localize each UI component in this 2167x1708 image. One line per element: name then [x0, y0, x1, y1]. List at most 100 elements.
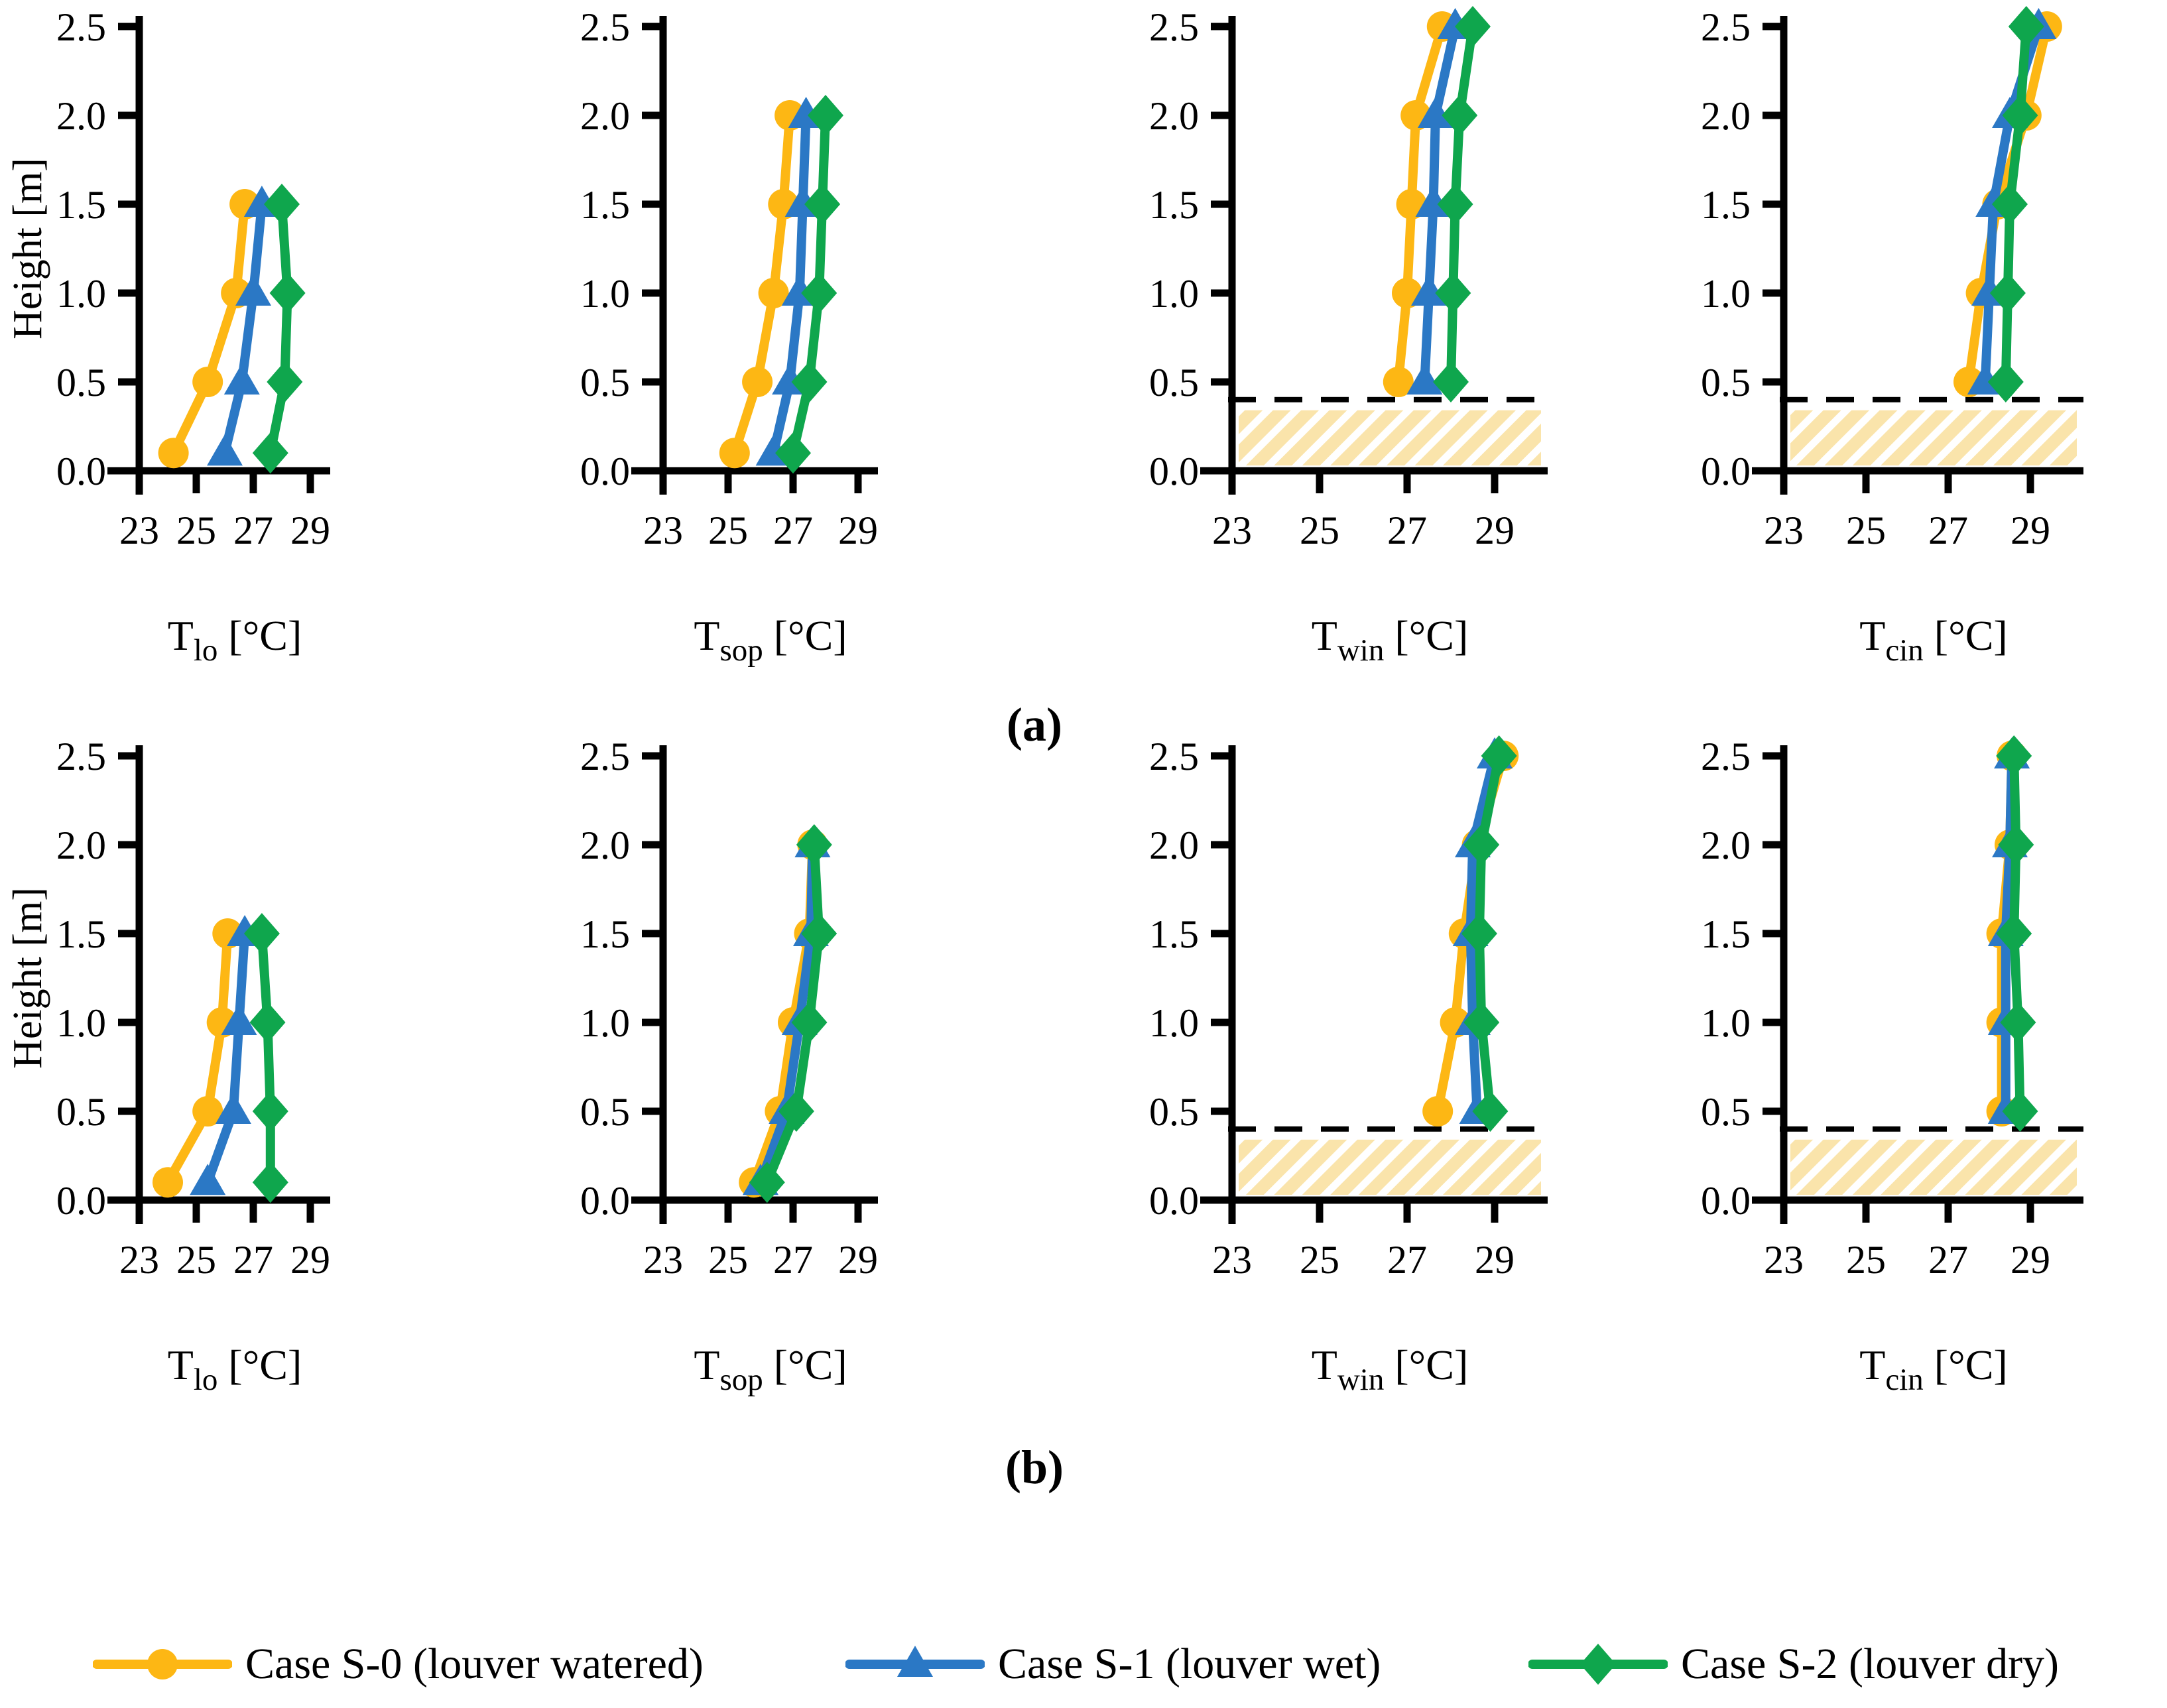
louver-hatch-band	[1239, 1139, 1541, 1195]
marker-circle	[719, 438, 750, 469]
series-case-s-2	[252, 184, 306, 474]
marker-triangle	[207, 434, 243, 466]
panel-label-b: (b)	[1005, 1441, 1064, 1494]
x-axis-title: Tlo [°C]	[168, 612, 302, 668]
y-tick-label: 1.5	[56, 912, 106, 956]
y-tick-label: 1.0	[580, 272, 630, 316]
marker-diamond	[252, 1091, 288, 1132]
legend-marker-circle-icon	[93, 1632, 232, 1696]
y-tick-label: 1.5	[580, 912, 630, 956]
marker-diamond	[1435, 273, 1471, 314]
x-axis-title: Tcin [°C]	[1859, 612, 2007, 668]
axes: 23 25 27 29 0.0 0.5 1.0 1.5 2.0 2.5	[56, 735, 330, 1282]
x-tick-label: 25	[176, 509, 216, 552]
louver-hatch-band	[1239, 410, 1541, 465]
marker-circle	[153, 1167, 183, 1198]
y-tick-label: 0.5	[56, 1090, 106, 1134]
x-tick-label: 29	[290, 1238, 330, 1282]
x-tick-label: 23	[643, 1238, 683, 1282]
marker-diamond	[796, 824, 832, 865]
marker-diamond	[749, 1162, 785, 1203]
legend-marker-triangle-icon	[845, 1632, 985, 1696]
x-tick-label: 25	[1300, 1238, 1339, 1282]
subplot-b-tlo: 23 25 27 29 0.0 0.5 1.0 1.5 2.0 2.5 Tlo [°C]	[56, 735, 330, 1397]
y-tick-label: 0.0	[580, 450, 630, 493]
axes: 23 25 27 29 0.0 0.5 1.0 1.5 2.0 2.5	[1701, 5, 2083, 552]
subplot-b-twin: 23 25 27 29 0.0 0.5 1.0 1.5 2.0 2.5 Twin [°C]	[1149, 735, 1548, 1397]
marker-triangle	[897, 1646, 933, 1677]
x-tick-label: 27	[773, 509, 813, 552]
marker-triangle	[190, 1164, 226, 1195]
y-tick-label: 0.5	[1149, 361, 1199, 404]
marker-circle	[192, 1096, 223, 1127]
marker-triangle	[215, 1093, 251, 1124]
x-tick-label: 27	[1928, 509, 1968, 552]
marker-diamond	[267, 361, 303, 402]
y-tick-label: 2.5	[1149, 5, 1199, 49]
marker-diamond	[1433, 361, 1469, 402]
marker-diamond	[1442, 95, 1478, 136]
legend-label-case-s1: Case S-1 (louver wet)	[998, 1640, 1381, 1688]
subplot-b-tcin: 23 25 27 29 0.0 0.5 1.0 1.5 2.0 2.5 Tcin [°C]	[1701, 735, 2083, 1397]
series-case-s-2	[1987, 6, 2044, 402]
y-tick-label: 1.5	[1701, 912, 1751, 956]
marker-diamond	[1455, 6, 1491, 47]
y-tick-label: 2.0	[56, 823, 106, 867]
y-tick-label: 0.0	[56, 1179, 106, 1223]
panel-label-a: (a)	[1007, 698, 1062, 751]
y-tick-label: 2.0	[580, 94, 630, 138]
x-axis-title: Twin [°C]	[1312, 612, 1469, 668]
y-tick-label: 0.5	[580, 1090, 630, 1134]
y-tick-label: 0.5	[1149, 1090, 1199, 1134]
y-tick-label: 1.0	[56, 272, 106, 316]
x-tick-label: 29	[838, 509, 878, 552]
marker-diamond	[1481, 735, 1517, 776]
marker-diamond	[1580, 1644, 1616, 1685]
marker-diamond	[801, 913, 837, 954]
x-tick-label: 27	[1928, 1238, 1968, 1282]
legend-item-case-s2: Case S-2 (louver dry)	[1528, 1632, 2059, 1696]
x-tick-label: 29	[838, 1238, 878, 1282]
louver-hatch-band	[1790, 410, 2077, 465]
x-axis-title: Tcin [°C]	[1859, 1341, 2007, 1397]
y-tick-label: 2.0	[580, 823, 630, 867]
marker-diamond	[791, 361, 828, 402]
y-tick-label: 2.0	[1149, 823, 1199, 867]
x-tick-label: 25	[176, 1238, 216, 1282]
x-tick-label: 27	[233, 1238, 273, 1282]
x-axis-title: Tsop [°C]	[694, 612, 847, 668]
marker-circle	[192, 367, 223, 397]
subplot-b-tsop: 23 25 27 29 0.0 0.5 1.0 1.5 2.0 2.5 Tsop [°C]	[580, 735, 878, 1397]
y-tick-label: 1.0	[1149, 272, 1199, 316]
marker-diamond	[2000, 1002, 2036, 1043]
series-case-s-0	[719, 100, 806, 469]
marker-circle	[1383, 367, 1414, 397]
y-tick-label: 2.5	[580, 5, 630, 49]
marker-diamond	[791, 1002, 828, 1043]
axes: 23 25 27 29 0.0 0.5 1.0 1.5 2.0 2.5	[1701, 735, 2083, 1282]
louver-hatch-band	[1790, 1139, 2077, 1195]
marker-diamond	[269, 273, 306, 314]
y-tick-label: 2.5	[56, 5, 106, 49]
axes: 23 25 27 29 0.0 0.5 1.0 1.5 2.0 2.5	[1149, 735, 1548, 1282]
series-case-s-2	[1461, 735, 1517, 1132]
x-axis-title: Tlo [°C]	[168, 1341, 302, 1397]
y-tick-label: 0.5	[1701, 1090, 1751, 1134]
x-tick-label: 27	[773, 1238, 813, 1282]
x-tick-label: 29	[2011, 1238, 2050, 1282]
series-case-s-1	[207, 186, 280, 466]
marker-diamond	[778, 1091, 814, 1132]
x-tick-label: 23	[119, 509, 159, 552]
y-tick-label: 1.5	[56, 183, 106, 227]
legend-item-case-s1: Case S-1 (louver wet)	[845, 1632, 1381, 1696]
axes: 23 25 27 29 0.0 0.5 1.0 1.5 2.0 2.5	[580, 5, 878, 552]
marker-circle	[742, 367, 773, 397]
subplot-a-tlo: 23 25 27 29 0.0 0.5 1.0 1.5 2.0 2.5 Tlo [°C]	[56, 5, 330, 668]
y-tick-label: 0.0	[1701, 450, 1751, 493]
marker-triangle	[221, 1004, 257, 1035]
series-case-s-2	[1433, 6, 1491, 402]
marker-diamond	[775, 432, 811, 474]
marker-diamond	[1463, 824, 1500, 865]
y-tick-label: 1.0	[1701, 1001, 1751, 1045]
